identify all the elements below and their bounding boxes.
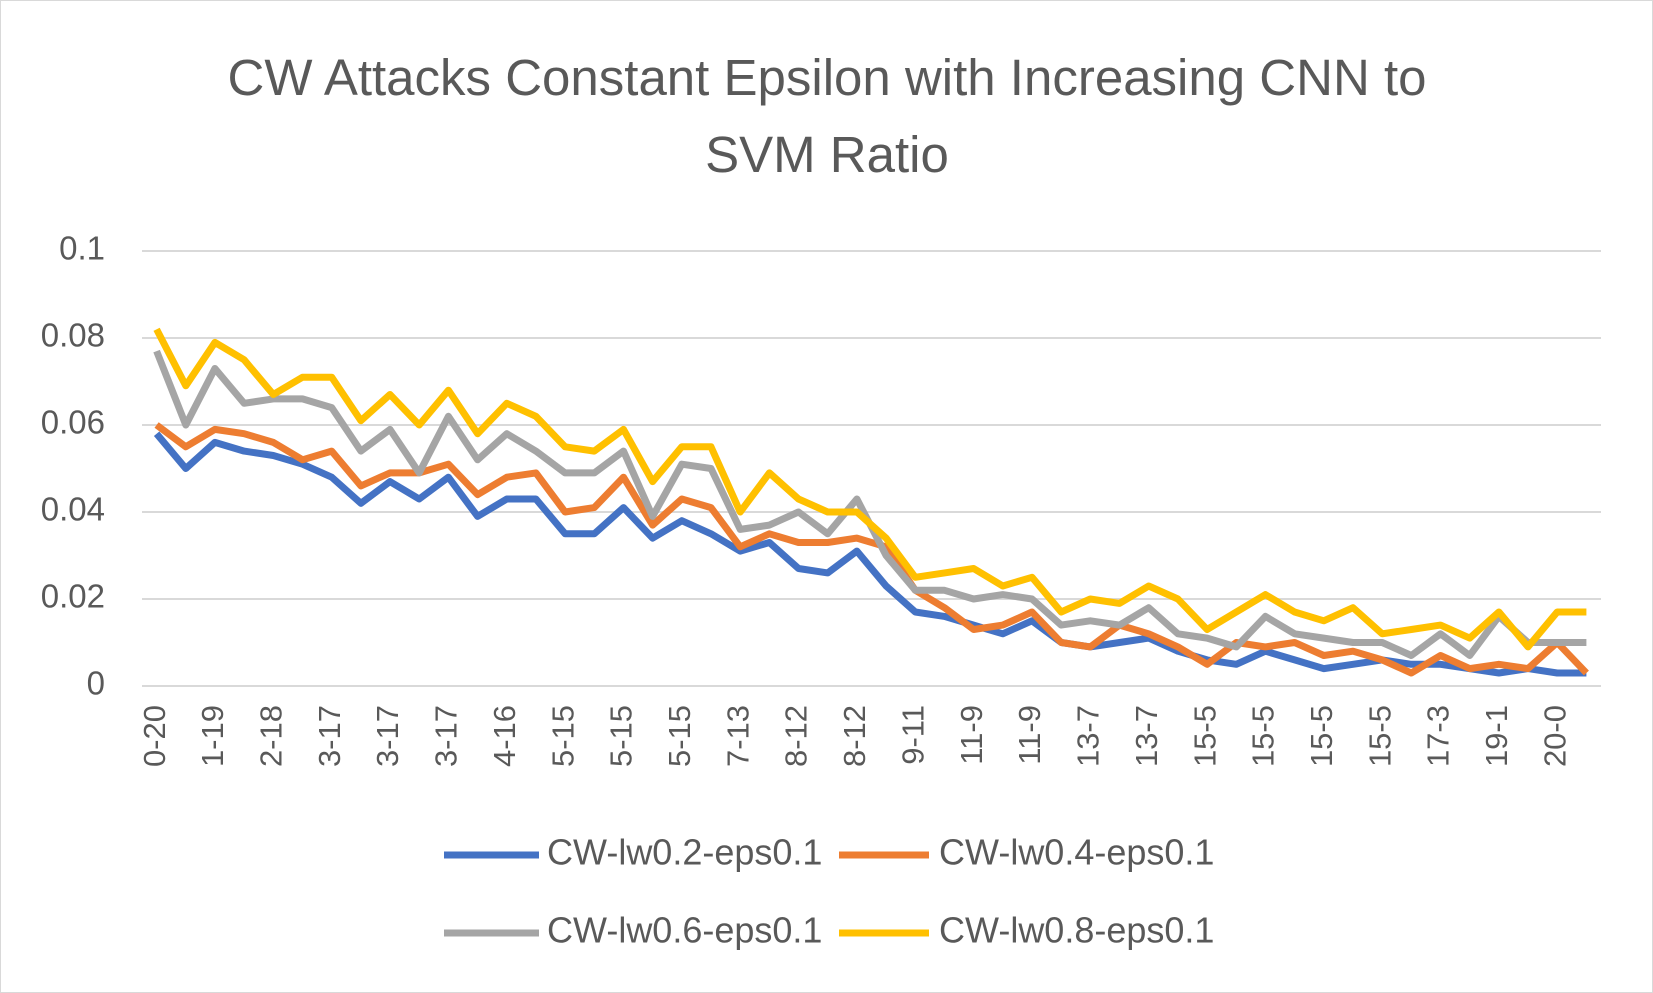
- x-tick-label: 15-5: [1362, 705, 1397, 767]
- x-tick-label: 17-3: [1421, 705, 1456, 767]
- x-tick-label: 11-9: [1012, 705, 1047, 765]
- series-line: [153, 327, 1587, 651]
- series-line: [153, 349, 1587, 659]
- legend-label: CW-lw0.8-eps0.1: [939, 910, 1214, 951]
- x-tick-label: 13-7: [1129, 705, 1164, 767]
- y-tick-label: 0.1: [59, 230, 105, 267]
- x-tick-label: 3-17: [312, 705, 347, 767]
- x-tick-label: 5-15: [662, 705, 697, 767]
- y-tick-label: 0: [87, 665, 105, 702]
- x-tick-label: 15-5: [1187, 705, 1222, 767]
- x-tick-label: 2-18: [253, 705, 288, 767]
- x-tick-label: 5-15: [604, 705, 639, 767]
- x-tick-label: 1-19: [195, 705, 230, 767]
- series-line: [154, 422, 1589, 677]
- x-tick-label: 8-12: [779, 705, 814, 767]
- x-tick-label: 19-1: [1479, 705, 1514, 767]
- x-tick-label: 15-5: [1304, 705, 1339, 767]
- x-tick-label: 13-7: [1071, 705, 1106, 767]
- chart-title: CW Attacks Constant Epsilon with Increas…: [227, 49, 1427, 183]
- x-tick-label: 7-13: [720, 705, 755, 767]
- x-tick-label: 4-16: [487, 705, 522, 767]
- x-tick-label: 3-17: [370, 705, 405, 767]
- x-tick-label: 5-15: [545, 705, 580, 767]
- legend-label: CW-lw0.2-eps0.1: [547, 832, 822, 873]
- series-line: [153, 431, 1587, 677]
- x-tick-label: 0-20: [137, 705, 172, 767]
- legend-label: CW-lw0.6-eps0.1: [547, 910, 822, 951]
- x-tick-label: 8-12: [837, 705, 872, 767]
- y-tick-label: 0.04: [41, 491, 105, 528]
- x-tick-label: 9-11: [895, 705, 930, 765]
- x-tick-label: 3-17: [429, 705, 464, 767]
- y-tick-label: 0.06: [41, 404, 105, 441]
- y-tick-label: 0.02: [41, 578, 105, 615]
- y-tick-label: 0.08: [41, 317, 105, 354]
- x-tick-label: 15-5: [1246, 705, 1281, 767]
- x-tick-label: 11-9: [954, 705, 989, 765]
- legend-label: CW-lw0.4-eps0.1: [939, 832, 1214, 873]
- x-tick-label: 20-0: [1537, 705, 1572, 767]
